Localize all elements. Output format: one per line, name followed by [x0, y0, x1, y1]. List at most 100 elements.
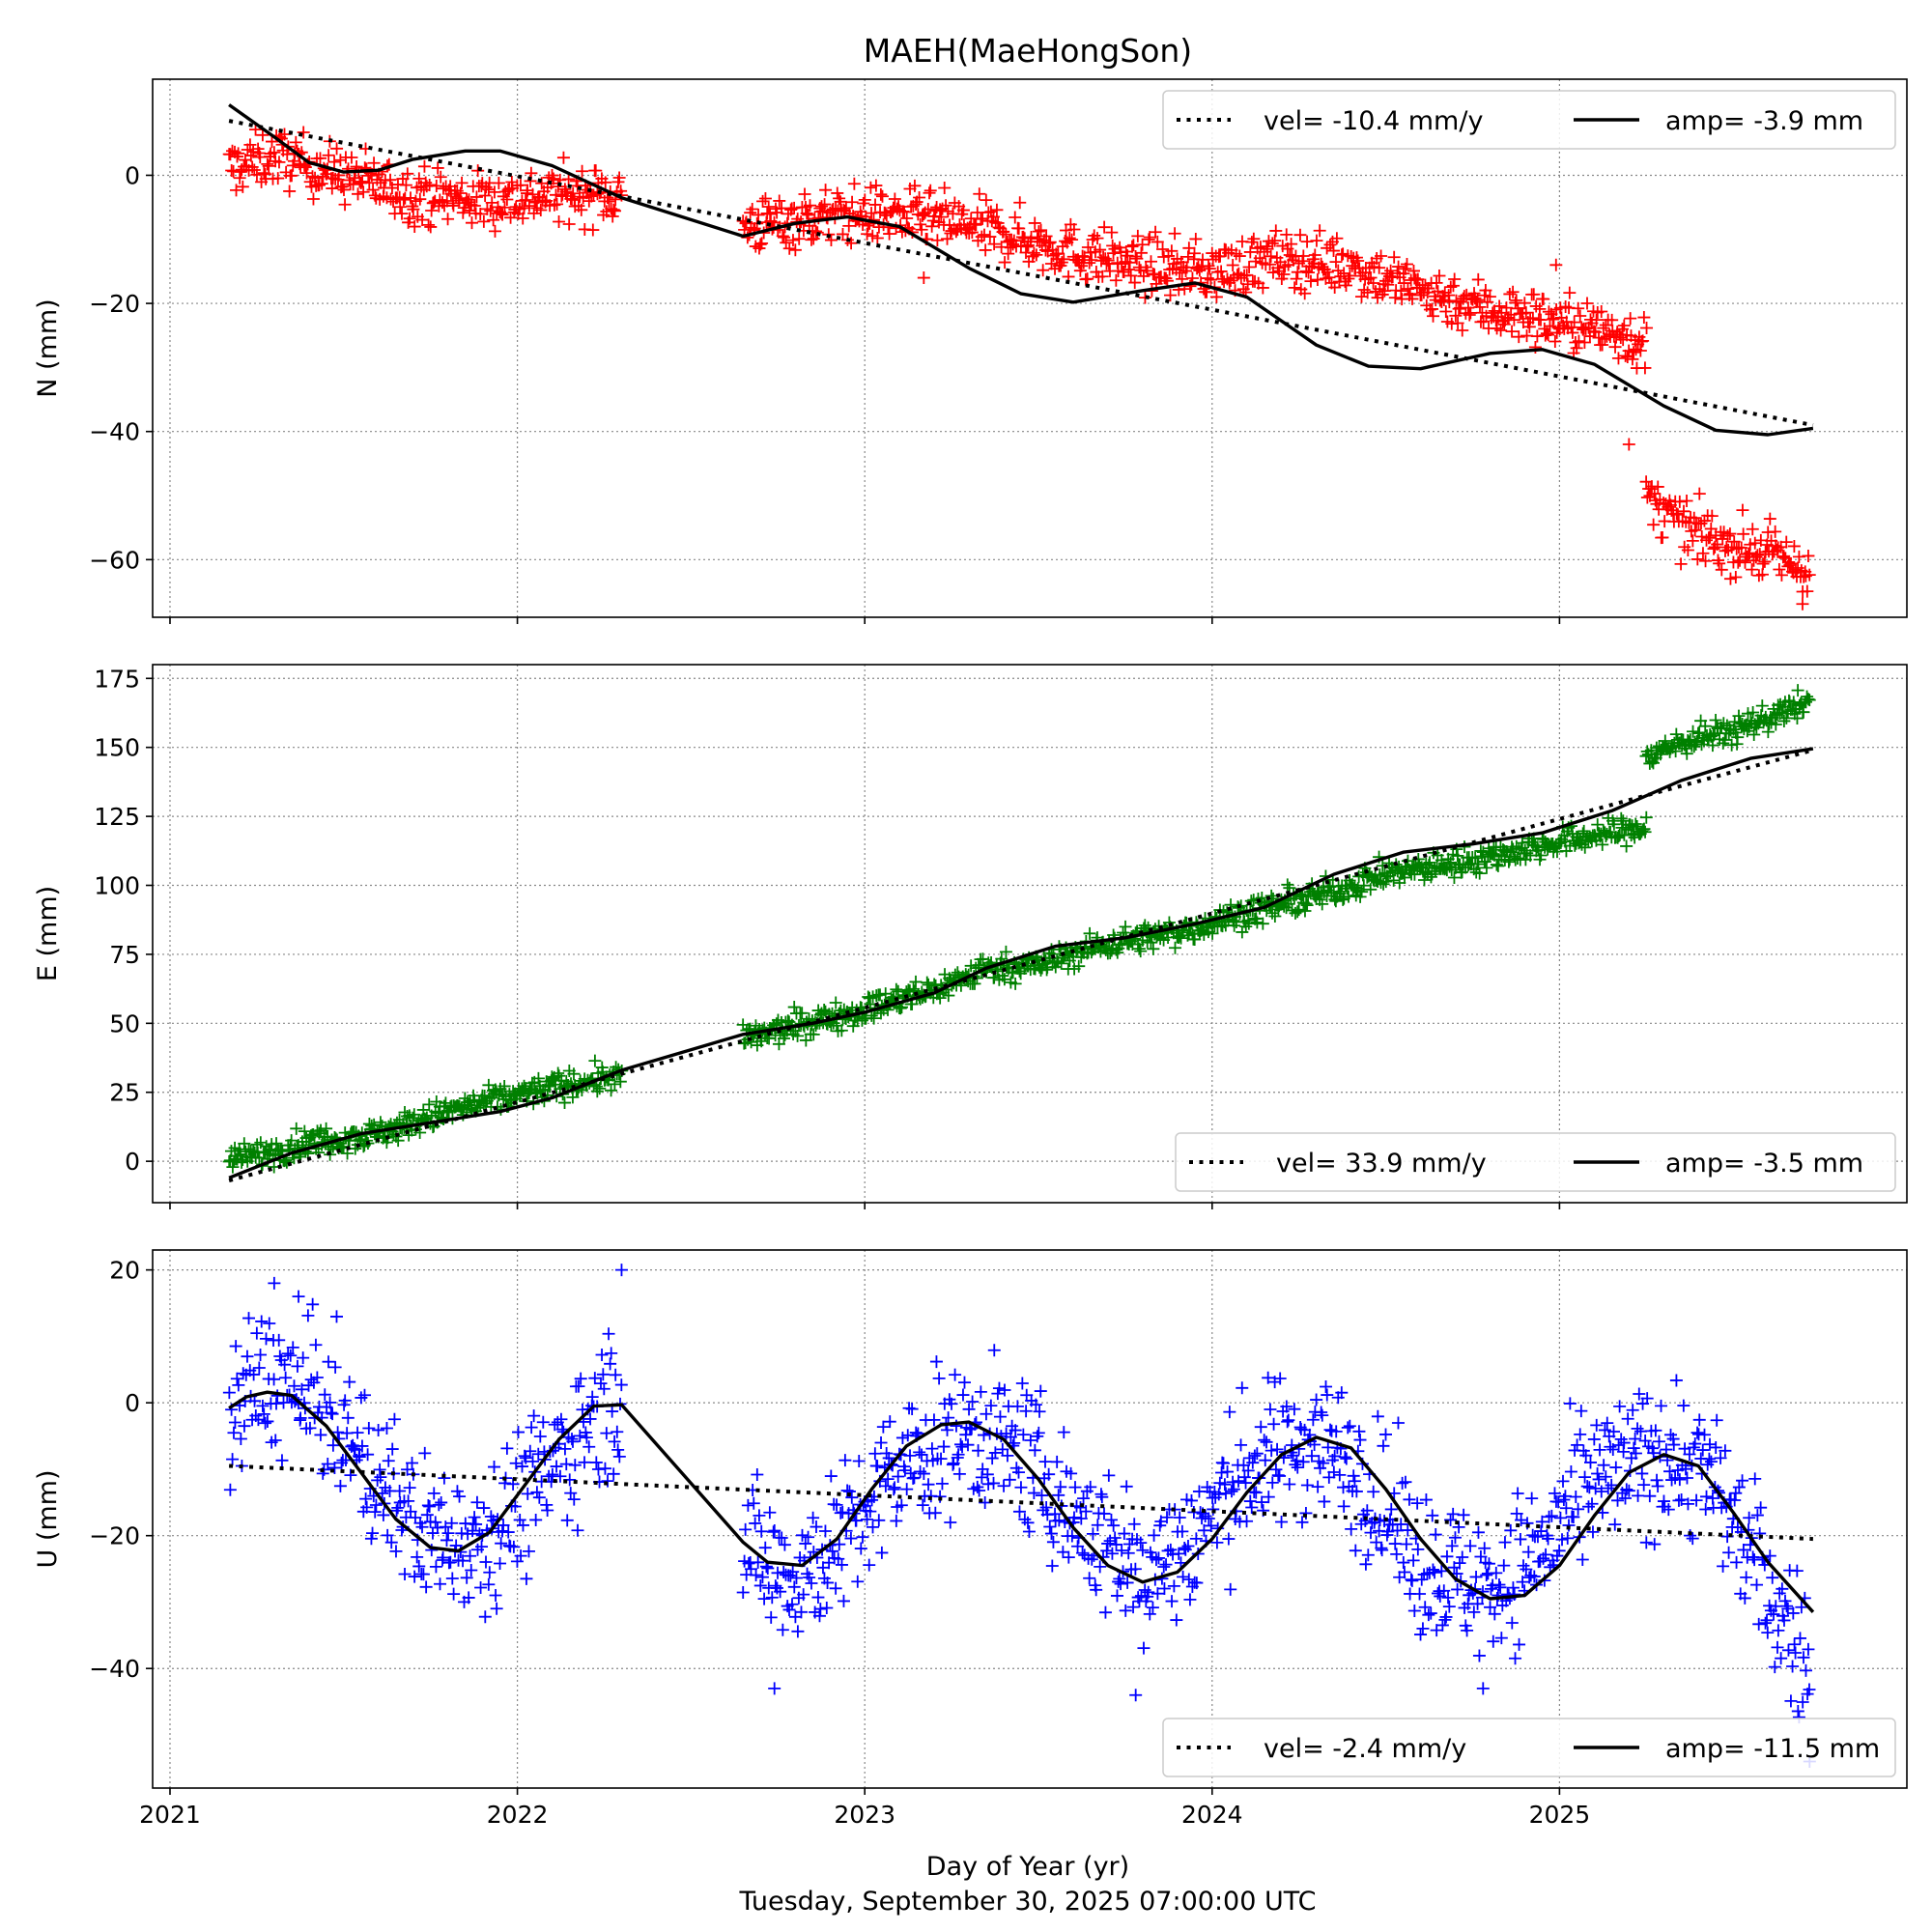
observation-marker	[242, 1312, 256, 1325]
panel-N: 0 −20 −40 −60 N (mm) vel= -10.4 mm/y amp= -3.9…	[33, 78, 1908, 624]
observation-marker	[614, 1378, 628, 1392]
observation-marker	[256, 128, 270, 142]
observation-marker	[488, 1461, 501, 1474]
observation-marker	[930, 234, 944, 247]
observation-marker	[1566, 326, 1579, 339]
observation-marker	[585, 1390, 599, 1404]
observation-marker	[607, 203, 620, 216]
observation-marker	[1410, 1496, 1424, 1510]
observation-marker	[1168, 941, 1181, 954]
observation-marker	[864, 998, 877, 1011]
observation-marker	[228, 1415, 242, 1429]
legend-velocity-label: vel= 33.9 mm/y	[1276, 1149, 1487, 1179]
observation-marker	[1181, 1540, 1195, 1553]
observation-marker	[1034, 1384, 1047, 1398]
observation-marker	[1065, 1466, 1078, 1480]
observation-marker	[1802, 1642, 1815, 1656]
observation-marker	[1457, 1508, 1470, 1521]
observation-marker	[1617, 1436, 1631, 1450]
observation-marker	[882, 1451, 895, 1464]
y-tick-label: −60	[89, 546, 140, 574]
observation-marker	[1039, 1501, 1053, 1515]
observation-marker	[1110, 1589, 1123, 1603]
seasonal-model-line	[228, 103, 1814, 437]
observation-marker	[925, 1442, 939, 1456]
observation-marker	[934, 211, 948, 224]
observation-marker	[526, 1455, 540, 1468]
observation-marker	[487, 213, 500, 227]
observation-marker	[1776, 1582, 1789, 1596]
observation-marker	[417, 159, 431, 173]
observation-marker	[566, 1435, 580, 1448]
observation-marker	[1591, 818, 1605, 832]
observation-marker	[829, 996, 842, 1009]
observation-marker	[1269, 224, 1283, 238]
observation-marker	[1021, 1516, 1035, 1529]
observation-marker	[1680, 495, 1693, 508]
observation-marker	[1225, 1485, 1238, 1498]
observation-marker	[1717, 736, 1730, 750]
observation-marker	[1537, 293, 1550, 306]
observation-marker	[1563, 1397, 1577, 1410]
observation-marker	[477, 1501, 491, 1515]
observation-marker	[1035, 1489, 1048, 1502]
observation-marker	[238, 1419, 251, 1433]
observation-marker	[1364, 271, 1378, 285]
observation-marker	[1748, 536, 1762, 550]
observation-marker	[1349, 1544, 1362, 1557]
observation-marker	[794, 1605, 808, 1619]
observation-marker	[1013, 196, 1027, 210]
observation-marker	[1437, 1584, 1451, 1598]
observation-marker	[1697, 1428, 1711, 1441]
observation-marker	[606, 1405, 619, 1418]
observation-marker	[259, 1332, 272, 1346]
observation-marker	[1505, 325, 1519, 338]
observation-marker	[1490, 1566, 1503, 1579]
observation-marker	[741, 1498, 754, 1512]
observation-marker	[773, 194, 786, 208]
observation-marker	[1735, 541, 1748, 554]
observation-marker	[567, 1067, 581, 1081]
panel-frame	[152, 78, 1908, 618]
observation-marker	[1399, 1475, 1412, 1489]
observation-marker	[1217, 1457, 1231, 1470]
observation-marker	[1282, 897, 1295, 911]
observation-marker	[1435, 1618, 1449, 1632]
observation-marker	[1705, 509, 1719, 523]
observation-marker	[380, 1422, 393, 1435]
observation-marker	[1009, 1424, 1022, 1437]
observation-marker	[1461, 1624, 1474, 1637]
observation-marker	[1055, 956, 1068, 970]
observation-marker	[1364, 883, 1378, 896]
observation-marker	[477, 214, 491, 228]
observation-marker	[1755, 568, 1769, 582]
observation-marker	[572, 1379, 585, 1393]
observation-marker	[1463, 308, 1476, 322]
observation-marker	[1611, 1493, 1625, 1507]
observation-marker	[1009, 977, 1022, 990]
observation-marker	[1398, 870, 1411, 884]
observation-marker	[1799, 1663, 1812, 1677]
observation-marker	[1548, 335, 1562, 349]
observation-marker	[413, 1126, 427, 1140]
observation-marker	[404, 191, 417, 205]
observation-marker	[1782, 555, 1796, 569]
observation-marker	[1305, 1449, 1319, 1463]
observation-marker	[547, 172, 560, 185]
observation-marker	[1291, 266, 1304, 279]
observation-marker	[347, 178, 360, 191]
x-tick-label: 2025	[1529, 1801, 1591, 1829]
observation-marker	[450, 1485, 464, 1498]
observation-marker	[1273, 1372, 1287, 1385]
observation-marker	[1723, 572, 1737, 585]
observation-marker	[454, 186, 468, 200]
observation-marker	[474, 1580, 488, 1594]
observation-marker	[1422, 1608, 1435, 1622]
observation-marker	[1224, 273, 1237, 287]
observation-marker	[835, 1558, 848, 1572]
observation-marker	[813, 1603, 827, 1616]
observation-marker	[1599, 1470, 1612, 1484]
observation-marker	[1448, 272, 1462, 286]
observation-marker	[891, 202, 904, 215]
observation-marker	[1709, 713, 1722, 726]
